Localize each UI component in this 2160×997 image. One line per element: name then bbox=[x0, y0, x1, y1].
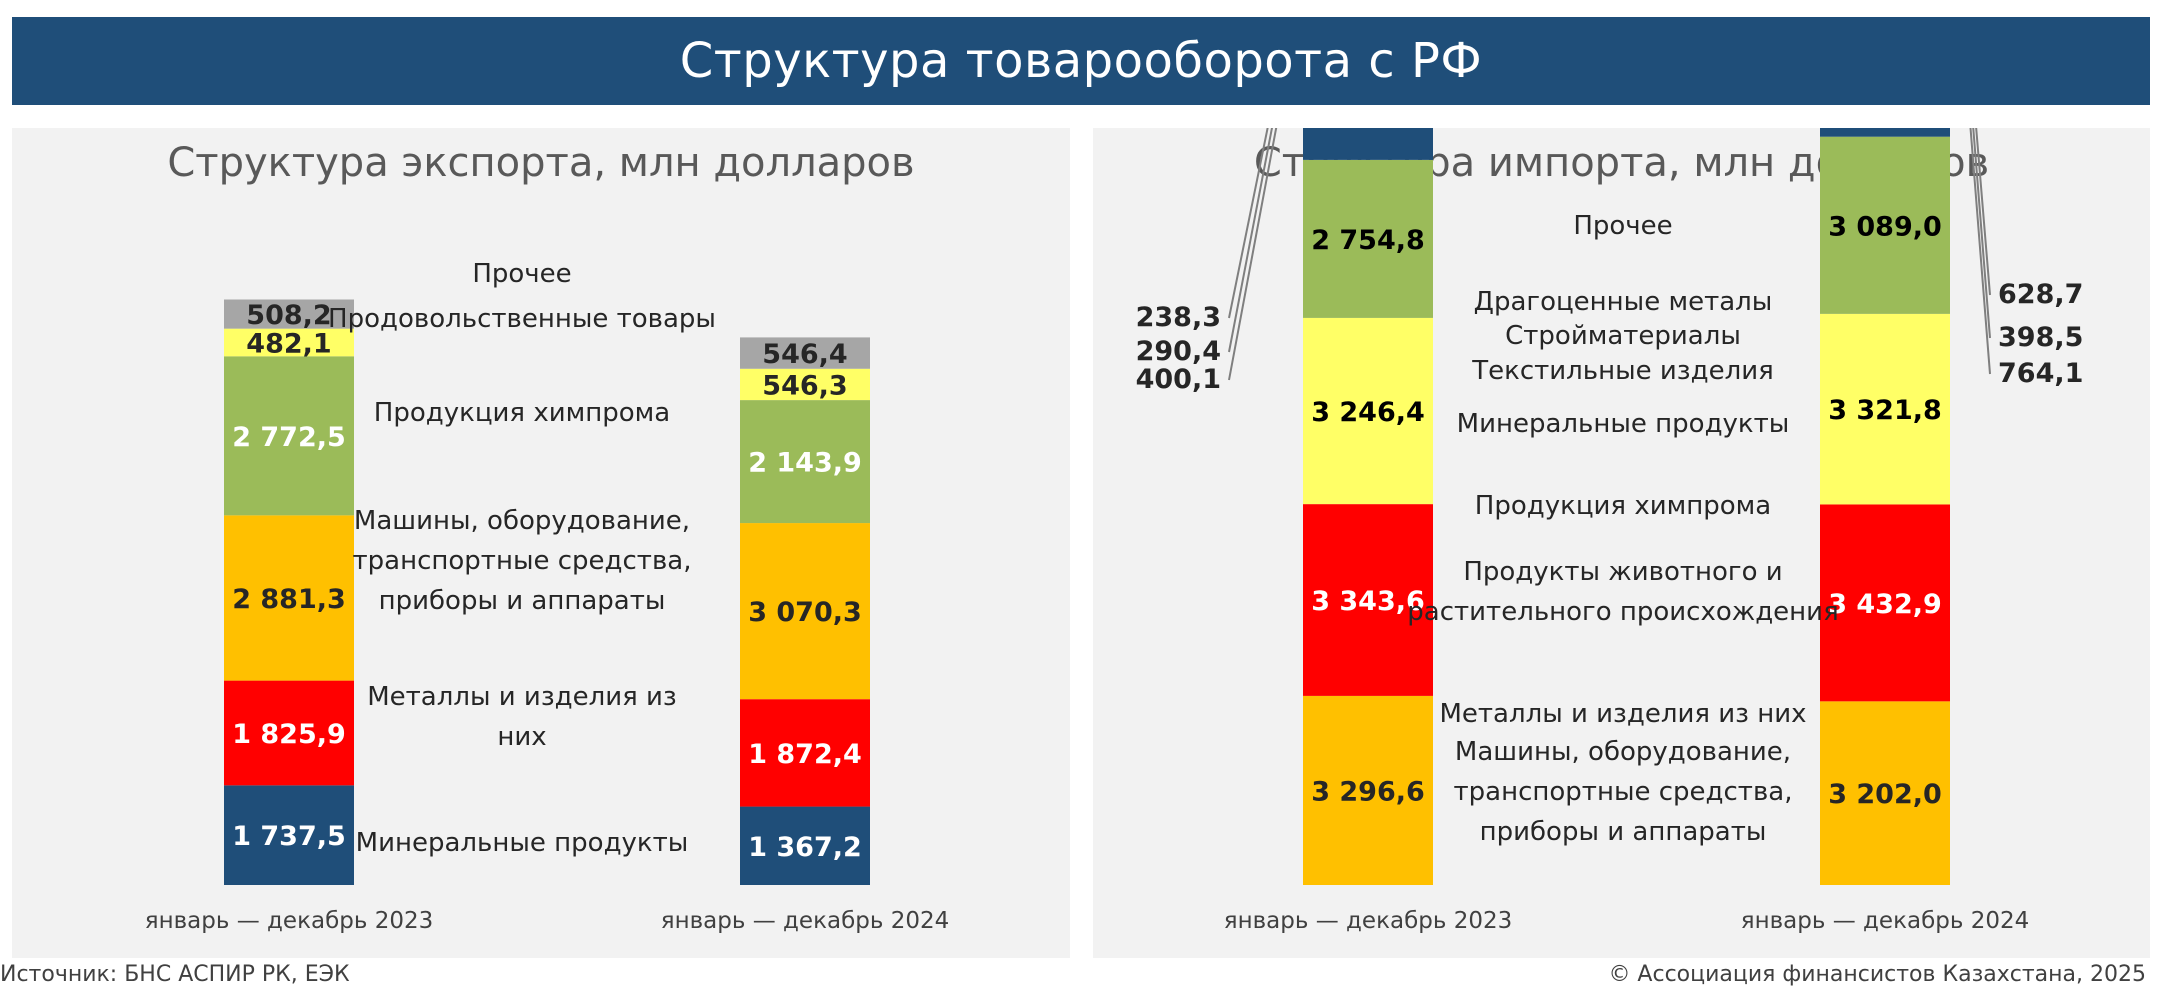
bar-segment-металлы-и-изделия-из-них-1 bbox=[1820, 504, 1950, 702]
callout-line-драгоценные-металы-0 bbox=[1228, 128, 1269, 319]
category-label-драгоценные-металы: Драгоценные металы bbox=[1474, 287, 1773, 317]
bar-segment-продукция-химпрома-1 bbox=[740, 400, 870, 524]
data-label-минеральные-продукты-1: 1 367,2 bbox=[748, 832, 862, 863]
category-label-прочее: Прочее bbox=[1573, 211, 1672, 241]
bar-segment-продукты-животного-и-растительного-происхождения-0 bbox=[1303, 317, 1433, 505]
category-label-продовольственные-товары: Продовольственные товары bbox=[328, 304, 716, 334]
bar-segment-металлы-и-изделия-из-них-0 bbox=[224, 680, 354, 786]
category-label-металлы-и-изделия-из-них: Металлы и изделия из них bbox=[1439, 699, 1806, 729]
data-label-металлы-и-изделия-из-них-1: 3 432,9 bbox=[1828, 589, 1942, 620]
category-label-машины-оборудование-транспортные-средства-приборы-и-аппараты: Машины, оборудование, транспортные средст… bbox=[1454, 737, 1793, 847]
category-label-текстильные-изделия: Текстильные изделия bbox=[1471, 356, 1774, 386]
data-label-металлы-и-изделия-из-них-0: 1 825,9 bbox=[232, 719, 346, 750]
bar-segment-минеральные-продукты-0 bbox=[1303, 128, 1433, 160]
bar-segment-машины-оборудование-транспортные-средства-приборы-и-аппараты-1 bbox=[1820, 701, 1950, 885]
category-label-металлы-и-изделия-из-них: Металлы и изделия из них bbox=[367, 682, 677, 752]
data-label-продукция-химпрома-0: 2 754,8 bbox=[1311, 225, 1425, 256]
x-tick-label-1: январь — декабрь 2024 bbox=[1741, 908, 2030, 934]
page-title-banner: Структура товарооборота с РФ bbox=[12, 17, 2150, 105]
data-label-продукты-животного-и-растительного-происхождения-1: 3 321,8 bbox=[1828, 395, 1942, 426]
data-label-металлы-и-изделия-из-них-1: 1 872,4 bbox=[748, 739, 862, 770]
bar-segment-продукция-химпрома-0 bbox=[1303, 159, 1433, 318]
bar-segment-машины-оборудование-транспортные-средства-приборы-и-аппараты-0 bbox=[1303, 695, 1433, 885]
category-label-минеральные-продукты: Минеральные продукты bbox=[1457, 409, 1790, 439]
bar-segment-минеральные-продукты-1 bbox=[1820, 128, 1950, 137]
bar-segment-прочее-1 bbox=[740, 337, 870, 369]
data-label-машины-оборудование-транспортные-средства-приборы-и-аппараты-1: 3 070,3 bbox=[748, 597, 862, 628]
data-label-минеральные-продукты-0: 1 737,5 bbox=[232, 821, 346, 852]
bar-segment-металлы-и-изделия-из-них-0 bbox=[1303, 504, 1433, 696]
category-label-прочее: Прочее bbox=[472, 259, 571, 289]
export-chart-panel: Структура экспорта, млн долларов 1 737,5… bbox=[12, 128, 1070, 958]
data-label-драгоценные-металы-1: 628,7 bbox=[1998, 279, 2083, 310]
data-label-стройматериалы-1: 398,5 bbox=[1998, 322, 2083, 353]
bar-segment-продовольственные-товары-1 bbox=[740, 368, 870, 401]
data-label-продукты-животного-и-растительного-происхождения-0: 3 246,4 bbox=[1311, 397, 1425, 428]
page-title: Структура товарооборота с РФ bbox=[679, 33, 1483, 89]
data-label-прочее-0: 508,2 bbox=[246, 300, 331, 331]
data-label-металлы-и-изделия-из-них-0: 3 343,6 bbox=[1311, 586, 1425, 617]
data-label-продовольственные-товары-0: 482,1 bbox=[246, 328, 331, 359]
category-label-машины-оборудование-транспортные-средства-приборы-и-аппараты: Машины, оборудование, транспортные средст… bbox=[353, 506, 692, 616]
category-label-продукция-химпрома: Продукция химпрома bbox=[1475, 491, 1771, 521]
import-stacked-bar-chart: 3 296,63 343,63 246,42 754,81 923,11 353… bbox=[1136, 128, 2083, 934]
source-note: Источник: БНС АСПИР РК, ЕЭК bbox=[0, 962, 350, 987]
data-label-продовольственные-товары-1: 546,3 bbox=[762, 370, 847, 401]
data-label-машины-оборудование-транспортные-средства-приборы-и-аппараты-1: 3 202,0 bbox=[1828, 779, 1942, 810]
category-label-продукты-животного-и-растительного-происхождения: Продукты животного и растительного происх… bbox=[1407, 557, 1838, 627]
bar-segment-машины-оборудование-транспортные-средства-приборы-и-аппараты-0 bbox=[224, 515, 354, 681]
callout-line-стройматериалы-0 bbox=[1228, 128, 1273, 353]
data-label-стройматериалы-0: 290,4 bbox=[1136, 336, 1221, 367]
data-label-продукция-химпрома-0: 2 772,5 bbox=[232, 422, 346, 453]
callout-line-текстильные-изделия-1 bbox=[1969, 128, 1991, 375]
category-label-стройматериалы: Стройматериалы bbox=[1505, 321, 1741, 351]
bar-segment-минеральные-продукты-1 bbox=[740, 806, 870, 885]
callout-line-текстильные-изделия-0 bbox=[1228, 128, 1278, 381]
bar-segment-продовольственные-товары-0 bbox=[224, 328, 354, 357]
data-label-прочее-1: 546,4 bbox=[762, 339, 847, 370]
bar-segment-продукция-химпрома-0 bbox=[224, 356, 354, 516]
data-label-текстильные-изделия-0: 400,1 bbox=[1136, 364, 1221, 395]
data-label-продукция-химпрома-1: 3 089,0 bbox=[1828, 211, 1942, 242]
bar-segment-машины-оборудование-транспортные-средства-приборы-и-аппараты-1 bbox=[740, 523, 870, 700]
callout-line-драгоценные-металы-1 bbox=[1975, 128, 1991, 296]
import-chart-panel: Структура импорта, млн долларов 3 296,6 3… bbox=[1093, 128, 2150, 958]
bar-segment-продукция-химпрома-1 bbox=[1820, 136, 1950, 314]
export-chart-title: Структура экспорта, млн долларов bbox=[167, 140, 915, 186]
x-tick-label-1: январь — декабрь 2024 bbox=[661, 908, 950, 934]
copyright-note: © Ассоциация финансистов Казахстана, 202… bbox=[1608, 962, 2146, 987]
callout-line-стройматериалы-1 bbox=[1972, 128, 1991, 339]
data-label-машины-оборудование-транспортные-средства-приборы-и-аппараты-0: 2 881,3 bbox=[232, 584, 346, 615]
data-label-текстильные-изделия-1: 764,1 bbox=[1998, 358, 2083, 389]
bar-segment-металлы-и-изделия-из-них-1 bbox=[740, 699, 870, 807]
category-label-продукция-химпрома: Продукция химпрома bbox=[374, 398, 670, 428]
data-label-продукция-химпрома-1: 2 143,9 bbox=[748, 448, 862, 479]
data-label-машины-оборудование-транспортные-средства-приборы-и-аппараты-0: 3 296,6 bbox=[1311, 776, 1425, 807]
data-label-драгоценные-металы-0: 238,3 bbox=[1136, 302, 1221, 333]
bar-segment-минеральные-продукты-0 bbox=[224, 785, 354, 885]
x-tick-label-0: январь — декабрь 2023 bbox=[145, 908, 434, 934]
bar-segment-прочее-0 bbox=[224, 299, 354, 329]
bar-segment-продукты-животного-и-растительного-происхождения-1 bbox=[1820, 313, 1950, 505]
category-label-минеральные-продукты: Минеральные продукты bbox=[356, 828, 689, 858]
x-tick-label-0: январь — декабрь 2023 bbox=[1224, 908, 1513, 934]
